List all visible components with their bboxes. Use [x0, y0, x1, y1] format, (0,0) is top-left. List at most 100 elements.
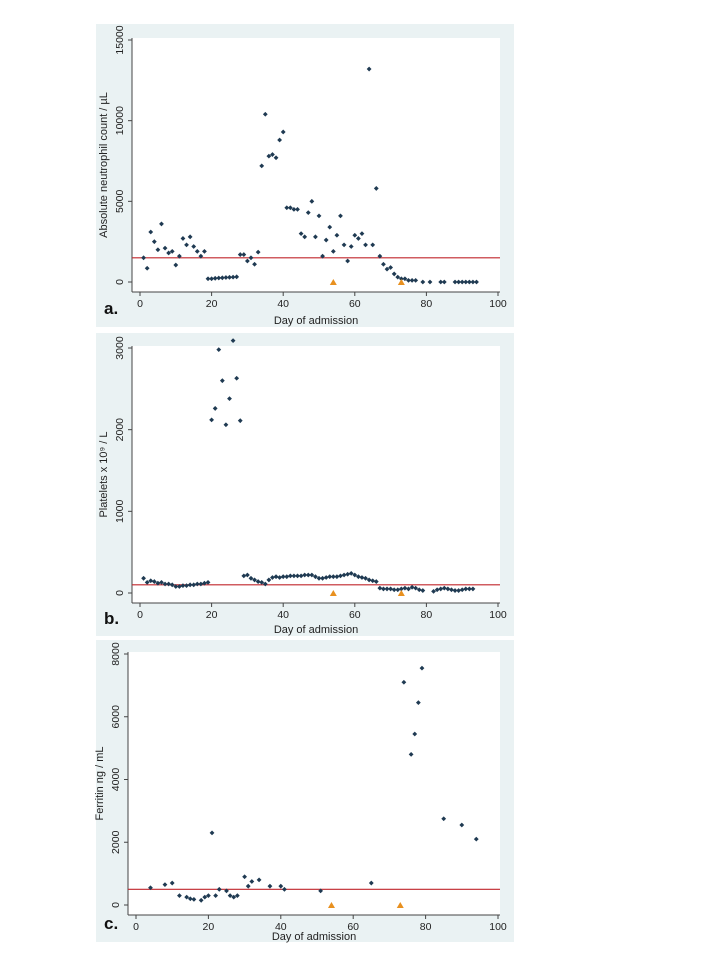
y-tick-label-c-0: 0	[110, 902, 122, 908]
data-point-c-3	[177, 893, 182, 898]
data-point-a-23	[223, 275, 229, 280]
data-point-b-40	[284, 574, 290, 580]
data-point-b-82	[441, 585, 447, 591]
data-point-a-59	[352, 232, 358, 238]
data-point-a-1	[144, 265, 150, 271]
data-point-a-37	[273, 155, 279, 161]
data-point-a-6	[162, 245, 168, 251]
data-point-b-52	[327, 574, 333, 580]
data-point-b-49	[316, 575, 322, 581]
data-point-c-15	[231, 894, 237, 900]
x-tick-label-b-3: 60	[349, 609, 361, 621]
panel-letter-a: a.	[104, 299, 118, 318]
x-axis-label-a: Day of admission	[274, 315, 358, 327]
data-point-b-47	[309, 572, 315, 578]
data-point-c-8	[202, 894, 208, 900]
data-point-b-34	[262, 581, 268, 587]
data-point-c-32	[459, 822, 465, 828]
data-point-c-22	[278, 883, 284, 889]
data-point-c-33	[473, 836, 479, 842]
x-tick-label-c-4: 80	[420, 921, 432, 933]
x-axis-label-c: Day of admission	[272, 931, 356, 943]
data-point-c-1	[162, 882, 168, 888]
data-point-a-52	[327, 224, 333, 230]
data-point-b-85	[452, 588, 458, 593]
data-point-a-62	[363, 242, 368, 248]
data-point-b-24	[227, 396, 232, 402]
data-point-a-54	[334, 232, 340, 238]
x-tick-label-a-5: 100	[489, 298, 507, 310]
data-point-a-50	[320, 253, 325, 259]
data-point-b-56	[341, 572, 347, 578]
data-point-b-74	[406, 586, 411, 592]
data-point-c-7	[198, 897, 204, 903]
data-point-a-33	[259, 163, 265, 169]
data-point-c-12	[216, 886, 222, 892]
data-point-b-77	[416, 587, 422, 593]
data-point-a-80	[441, 279, 447, 285]
data-point-b-83	[445, 586, 451, 592]
data-point-c-30	[419, 665, 425, 671]
data-point-b-41	[287, 573, 293, 579]
data-point-c-2	[169, 880, 175, 886]
data-point-b-53	[330, 574, 336, 580]
data-point-b-78	[420, 588, 426, 593]
data-point-a-81	[452, 279, 458, 285]
data-point-a-55	[338, 213, 343, 219]
data-point-b-35	[266, 577, 272, 583]
data-point-a-76	[413, 277, 419, 283]
data-point-c-29	[415, 700, 421, 706]
y-axis-label-b: Platelets x 10⁹ / L	[98, 431, 110, 517]
data-point-b-5	[159, 579, 164, 585]
data-point-b-3	[151, 579, 157, 584]
data-point-b-68	[384, 586, 390, 592]
data-point-a-17	[202, 248, 207, 254]
data-point-a-2	[148, 229, 154, 235]
data-point-c-14	[227, 893, 233, 898]
data-point-c-6	[191, 896, 197, 902]
data-point-b-63	[366, 577, 372, 583]
x-tick-label-a-2: 40	[277, 298, 289, 310]
y-tick-label-c-2: 4000	[110, 768, 122, 792]
data-point-c-28	[412, 731, 418, 737]
data-point-b-79	[431, 588, 436, 594]
data-point-a-10	[176, 253, 182, 259]
data-point-b-65	[373, 579, 379, 584]
data-point-a-67	[381, 261, 386, 267]
data-point-c-11	[213, 893, 219, 898]
data-point-a-20	[212, 275, 218, 281]
data-point-a-15	[194, 248, 200, 254]
data-point-b-14	[191, 582, 197, 588]
data-point-a-85	[466, 279, 472, 285]
data-point-a-71	[395, 274, 401, 280]
data-point-a-84	[463, 279, 469, 285]
event-marker-c-0	[327, 902, 335, 908]
y-tick-label-b-1: 1000	[114, 499, 126, 523]
data-point-a-35	[266, 153, 272, 159]
data-point-b-46	[305, 572, 311, 578]
data-point-b-0	[141, 575, 146, 581]
data-point-b-25	[230, 338, 236, 344]
data-point-c-4	[184, 894, 190, 900]
x-tick-label-b-1: 20	[206, 609, 218, 621]
data-point-b-15	[194, 581, 200, 587]
data-point-c-26	[401, 679, 407, 685]
data-point-b-86	[456, 588, 462, 593]
data-point-b-72	[398, 586, 404, 592]
x-tick-label-a-4: 80	[421, 298, 433, 310]
event-marker-b-0	[329, 590, 337, 596]
data-point-c-23	[282, 886, 287, 892]
data-point-b-8	[169, 582, 175, 588]
x-tick-label-a-3: 60	[349, 298, 361, 310]
data-point-a-72	[398, 276, 404, 282]
data-point-c-5	[187, 896, 193, 902]
data-point-a-12	[184, 242, 189, 248]
data-point-a-36	[270, 152, 275, 157]
data-point-c-9	[206, 893, 211, 898]
data-point-b-31	[252, 577, 257, 583]
x-tick-label-b-5: 100	[489, 609, 507, 621]
data-point-b-11	[180, 583, 186, 589]
data-point-c-16	[234, 893, 240, 898]
panel-letter-b: b.	[104, 609, 119, 628]
data-point-b-21	[216, 347, 222, 353]
